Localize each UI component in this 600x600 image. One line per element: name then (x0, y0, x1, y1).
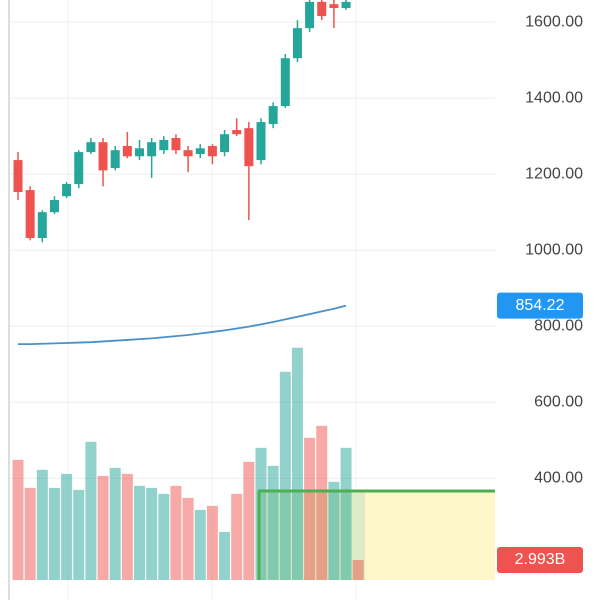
volume-bar (85, 441, 97, 580)
candle-body (268, 106, 278, 124)
candle-body (244, 128, 254, 167)
volume-bar (158, 493, 170, 580)
volume-bar (170, 485, 182, 580)
candle-body (98, 142, 108, 171)
volume-bar (206, 505, 218, 580)
volume-bar (182, 497, 194, 580)
volume-bar (267, 465, 279, 580)
volume-bar (316, 425, 328, 580)
candle-body (207, 146, 217, 157)
volume-bar (146, 487, 158, 580)
candle-body (183, 150, 193, 157)
volume-badge (497, 547, 583, 574)
volume-bar (352, 560, 364, 580)
volume-bar (328, 481, 340, 580)
volume-bar (279, 371, 291, 580)
candle-body (305, 1, 315, 29)
y-tick-label: 600.00 (534, 394, 583, 411)
price-badge-label: 854.22 (516, 297, 565, 314)
candle-body (62, 184, 72, 197)
volume-bar (48, 487, 60, 580)
candle-body (147, 142, 157, 157)
volume-bar (121, 473, 133, 580)
candle-body (195, 148, 205, 154)
volume-bar (61, 473, 73, 580)
volume-bar (219, 531, 231, 580)
y-tick-label: 400.00 (534, 470, 583, 487)
candle-body (122, 146, 132, 157)
candle-body (13, 160, 23, 193)
candle-body (86, 142, 96, 153)
candle-body (159, 139, 169, 151)
candle-body (110, 150, 120, 169)
volume-bar (231, 493, 243, 580)
volume-bar (340, 447, 352, 580)
volume-bar (194, 509, 206, 580)
candle-body (341, 1, 351, 8)
candle-body (37, 212, 47, 239)
candle-body (49, 200, 59, 213)
volume-badge-label: 2.993B (515, 551, 566, 568)
volume-bar (134, 485, 145, 580)
volume-bar (36, 469, 48, 580)
volume-bar (291, 347, 303, 580)
y-tick-label: 1400.00 (525, 89, 583, 106)
y-tick-label: 800.00 (534, 317, 583, 334)
candle-body (256, 122, 266, 161)
volume-bar (24, 487, 36, 580)
volume-bar (97, 475, 109, 580)
moving-average (18, 304, 347, 346)
candle-body (171, 138, 181, 151)
candle-body (280, 58, 290, 107)
candle-body (329, 4, 339, 8)
volume-bar (12, 459, 24, 580)
candle-body (74, 152, 84, 185)
y-tick-label: 1600.00 (525, 13, 583, 30)
volume-bar (304, 437, 316, 580)
volume-bar (73, 489, 85, 580)
candle-body (317, 1, 327, 16)
price-badge (497, 292, 583, 319)
candle-body (135, 148, 144, 157)
volume-bar (109, 467, 121, 580)
y-tick-label: 1200.00 (525, 165, 583, 182)
candle-body (220, 134, 230, 153)
candle-body (292, 28, 302, 59)
volume-bar (255, 447, 267, 580)
candle-body (25, 190, 35, 239)
y-tick-label: 1000.00 (525, 241, 583, 258)
candle-body (232, 130, 242, 135)
volume-bar (243, 461, 255, 580)
